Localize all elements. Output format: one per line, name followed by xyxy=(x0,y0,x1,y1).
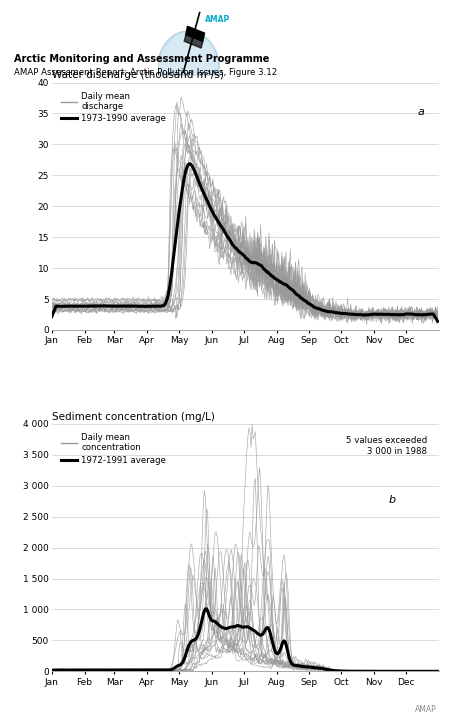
Polygon shape xyxy=(184,34,203,48)
Text: Arctic Monitoring and Assessment Programme: Arctic Monitoring and Assessment Program… xyxy=(14,54,269,64)
Legend: Daily mean
discharge, 1973-1990 average: Daily mean discharge, 1973-1990 average xyxy=(58,88,170,127)
Text: AMAP: AMAP xyxy=(204,15,230,24)
Text: AMAP: AMAP xyxy=(415,705,436,714)
Text: a: a xyxy=(418,107,424,117)
Text: b: b xyxy=(388,495,396,505)
Text: 5 values exceeded
3 000 in 1988: 5 values exceeded 3 000 in 1988 xyxy=(346,437,427,456)
Text: Sediment concentration (mg/L): Sediment concentration (mg/L) xyxy=(52,412,215,421)
Text: Water discharge (thousand m³/s): Water discharge (thousand m³/s) xyxy=(52,70,224,80)
Legend: Daily mean
concentration, 1972-1991 average: Daily mean concentration, 1972-1991 aver… xyxy=(58,429,170,468)
Text: AMAP Assessment Report: Arctic Pollution Issues, Figure 3.12: AMAP Assessment Report: Arctic Pollution… xyxy=(14,68,277,78)
Polygon shape xyxy=(186,27,204,41)
